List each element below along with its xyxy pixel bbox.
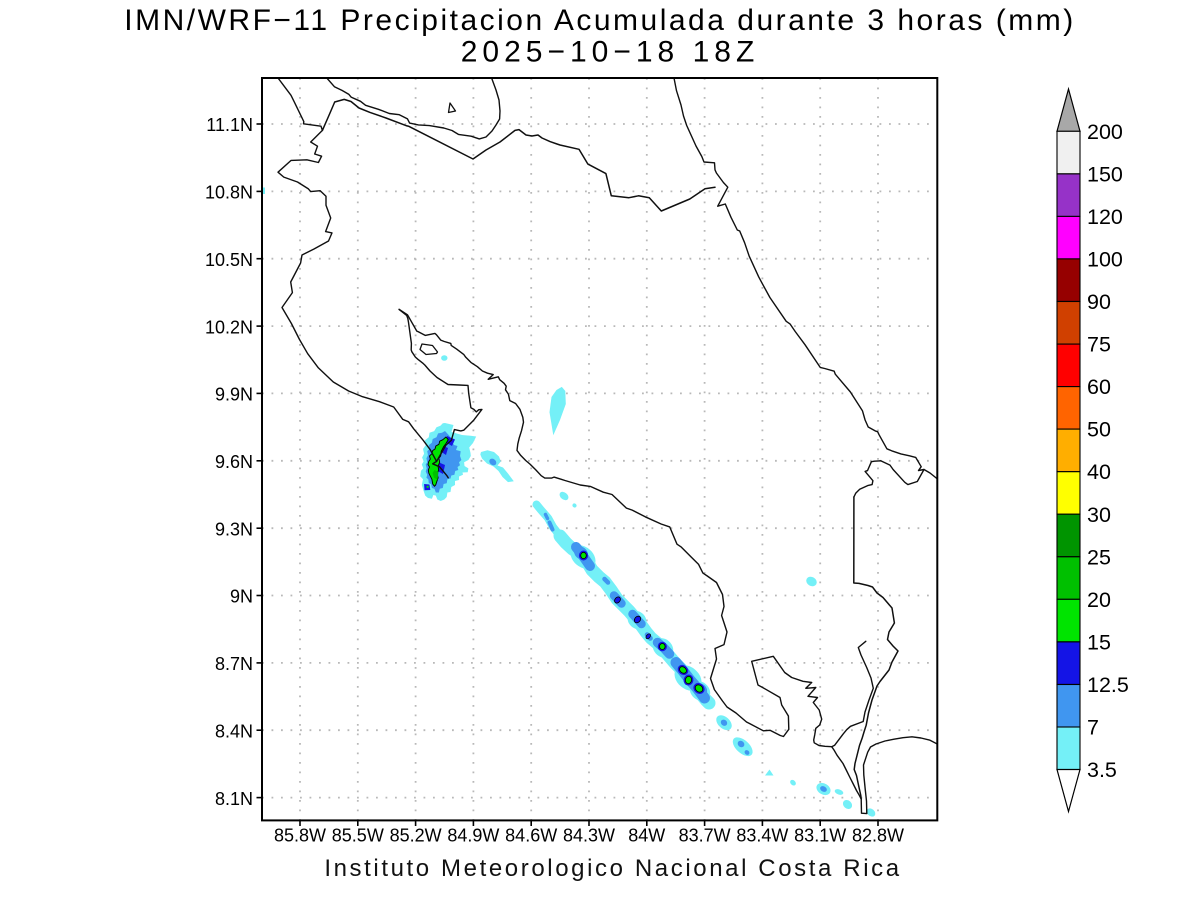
svg-text:11.1N: 11.1N — [206, 115, 253, 135]
svg-text:10.2N: 10.2N — [205, 317, 253, 337]
svg-text:9.9N: 9.9N — [215, 385, 253, 405]
svg-text:150: 150 — [1087, 162, 1123, 186]
svg-text:90: 90 — [1087, 290, 1111, 314]
svg-text:84W: 84W — [628, 826, 665, 846]
svg-text:9N: 9N — [230, 587, 253, 607]
svg-text:85.8W: 85.8W — [274, 826, 326, 846]
svg-text:75: 75 — [1087, 333, 1111, 357]
svg-text:84.6W: 84.6W — [505, 826, 557, 846]
svg-text:2025−10−18 18Z: 2025−10−18 18Z — [461, 36, 760, 69]
svg-text:120: 120 — [1087, 205, 1123, 229]
svg-text:9.3N: 9.3N — [215, 519, 253, 539]
svg-text:84.3W: 84.3W — [563, 826, 615, 846]
svg-text:60: 60 — [1087, 375, 1111, 399]
svg-text:200: 200 — [1087, 120, 1123, 144]
svg-text:40: 40 — [1087, 460, 1111, 484]
svg-text:85.5W: 85.5W — [332, 826, 384, 846]
svg-text:15: 15 — [1087, 630, 1111, 654]
svg-text:83.4W: 83.4W — [736, 826, 788, 846]
svg-text:8.1N: 8.1N — [215, 789, 253, 809]
svg-text:82.8W: 82.8W — [852, 826, 904, 846]
svg-text:30: 30 — [1087, 503, 1111, 527]
svg-text:10.5N: 10.5N — [205, 250, 253, 270]
svg-text:10.8N: 10.8N — [205, 183, 253, 203]
svg-text:83.1W: 83.1W — [794, 826, 846, 846]
svg-text:Instituto Meteorologico Nacion: Instituto Meteorologico Nacional Costa R… — [324, 855, 901, 882]
svg-text:20: 20 — [1087, 588, 1111, 612]
svg-text:25: 25 — [1087, 545, 1111, 569]
svg-text:3.5: 3.5 — [1087, 758, 1117, 782]
svg-text:50: 50 — [1087, 418, 1111, 442]
svg-text:9.6N: 9.6N — [215, 452, 253, 472]
svg-text:84.9W: 84.9W — [447, 826, 499, 846]
svg-text:8.4N: 8.4N — [215, 721, 253, 741]
svg-text:83.7W: 83.7W — [679, 826, 731, 846]
svg-text:8.7N: 8.7N — [215, 654, 253, 674]
svg-text:85.2W: 85.2W — [390, 826, 442, 846]
svg-text:12.5: 12.5 — [1087, 673, 1129, 697]
svg-text:100: 100 — [1087, 247, 1123, 271]
svg-text:IMN/WRF−11 Precipitacion Acumu: IMN/WRF−11 Precipitacion Acumulada duran… — [124, 4, 1075, 37]
svg-text:7: 7 — [1087, 716, 1099, 740]
